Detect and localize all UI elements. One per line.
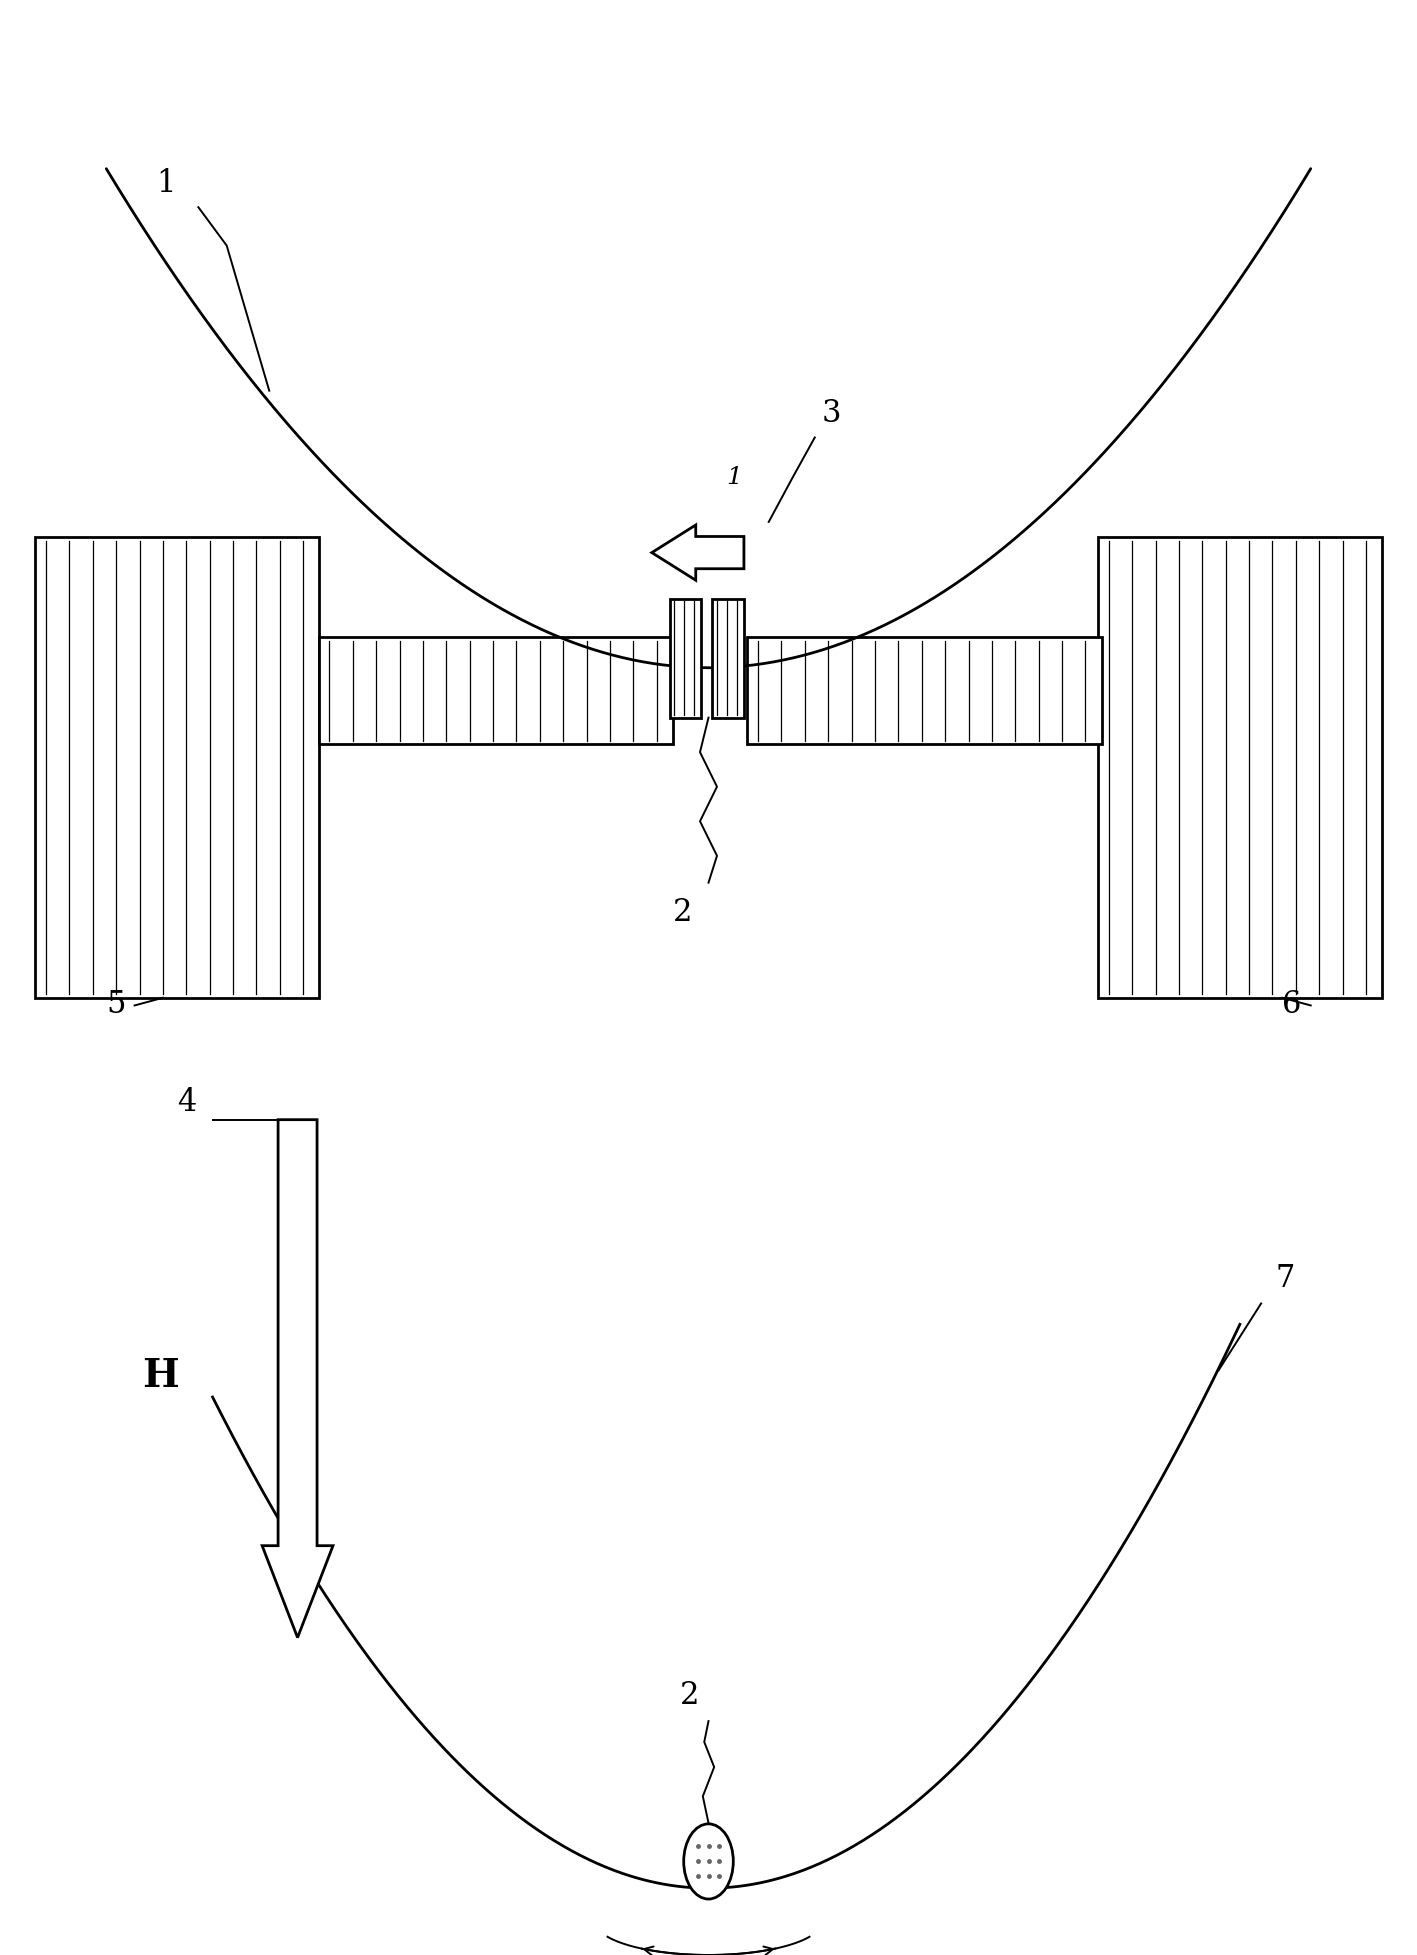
Bar	[748, 637, 1102, 745]
Text: 2: 2	[680, 1681, 700, 1711]
Bar	[713, 598, 744, 717]
FancyArrow shape	[262, 1120, 333, 1638]
FancyArrow shape	[652, 526, 744, 581]
Text: 2: 2	[673, 897, 693, 929]
Text: 3: 3	[822, 399, 842, 430]
Bar	[319, 637, 673, 745]
Text: 6: 6	[1282, 989, 1302, 1021]
Bar	[35, 538, 319, 997]
Ellipse shape	[684, 1824, 734, 1898]
Text: 7: 7	[1275, 1263, 1295, 1294]
Text: 4: 4	[177, 1087, 197, 1118]
Text: H: H	[142, 1357, 179, 1396]
Text: 1: 1	[156, 168, 176, 199]
Text: 5: 5	[106, 989, 126, 1021]
Bar	[670, 598, 701, 717]
Text: 1: 1	[727, 465, 743, 489]
Bar	[1098, 538, 1382, 997]
